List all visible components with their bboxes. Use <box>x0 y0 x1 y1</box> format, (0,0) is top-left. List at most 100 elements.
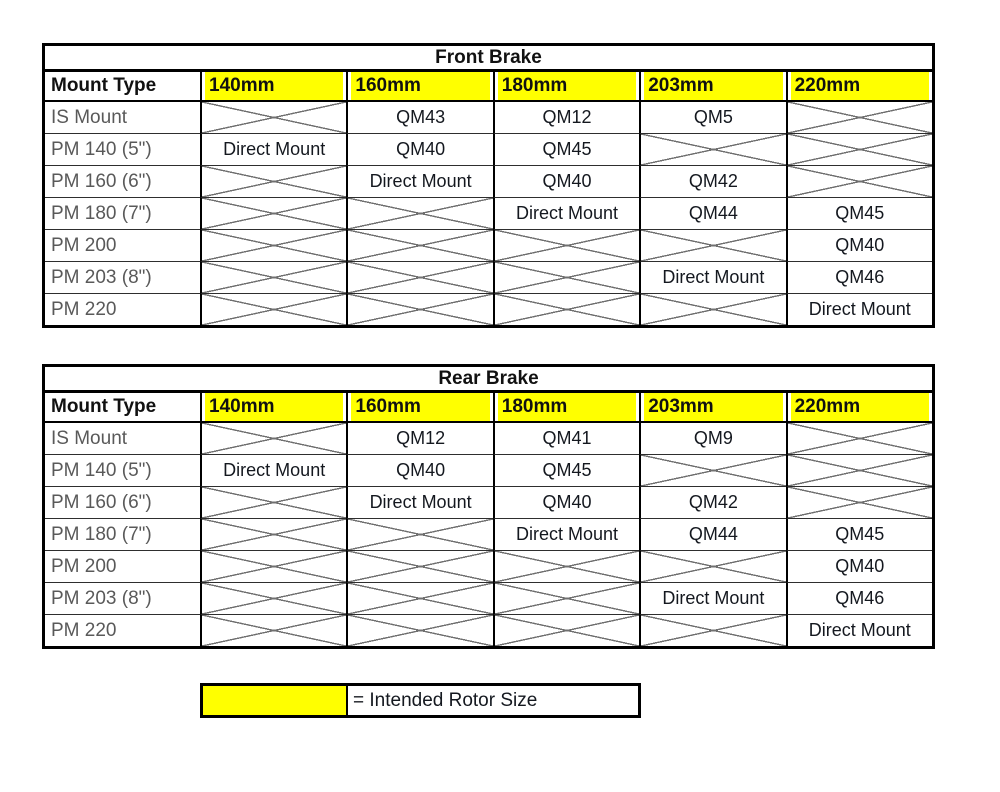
column-header-140mm: 140mm <box>200 393 347 423</box>
na-crossed-cell <box>346 551 493 583</box>
value-cell: QM40 <box>492 487 640 519</box>
column-header-180mm: 180mm <box>492 72 640 102</box>
na-crossed-cell <box>639 230 786 262</box>
value-cell: Direct Mount <box>785 615 932 646</box>
na-crossed-cell <box>785 455 932 487</box>
column-header-mount-type: Mount Type <box>45 393 200 423</box>
value-cell: QM40 <box>785 230 932 262</box>
column-header-220mm: 220mm <box>785 393 932 423</box>
na-crossed-cell <box>346 519 493 551</box>
value-cell: Direct Mount <box>492 519 640 551</box>
na-crossed-cell <box>492 615 640 646</box>
value-cell: QM42 <box>639 166 786 198</box>
na-crossed-cell <box>785 423 932 455</box>
yellow-highlight: 203mm <box>644 393 783 421</box>
row-label: PM 180 (7") <box>45 519 200 551</box>
column-header-203mm: 203mm <box>639 72 786 102</box>
row-label: IS Mount <box>45 102 200 134</box>
row-label: PM 220 <box>51 619 117 641</box>
front-brake-table: Front Brake Mount Type 140mm 160mm 180mm… <box>42 43 935 328</box>
legend-yellow-swatch <box>203 686 348 715</box>
row-label: PM 200 <box>45 551 200 583</box>
yellow-highlight: 203mm <box>644 72 783 100</box>
na-crossed-cell <box>200 102 347 134</box>
value-cell: QM42 <box>639 487 786 519</box>
column-header-160mm: 160mm <box>346 72 493 102</box>
value-cell: Direct Mount <box>200 455 347 487</box>
na-crossed-cell <box>785 102 932 134</box>
na-crossed-cell <box>200 487 347 519</box>
na-crossed-cell <box>492 583 640 615</box>
value-cell: QM40 <box>785 551 932 583</box>
column-header-220mm: 220mm <box>785 72 932 102</box>
column-header-140mm: 140mm <box>200 72 347 102</box>
column-header-160mm: 160mm <box>346 393 493 423</box>
na-crossed-cell <box>200 198 347 230</box>
na-crossed-cell <box>200 423 347 455</box>
value-cell: QM44 <box>639 198 786 230</box>
value-cell: QM12 <box>492 102 640 134</box>
na-crossed-cell <box>200 551 347 583</box>
yellow-highlight: 160mm <box>351 72 490 100</box>
front-table-grid: Mount Type 140mm 160mm 180mm 203mm 220mm… <box>45 72 932 325</box>
na-crossed-cell <box>639 294 786 325</box>
na-crossed-cell <box>785 134 932 166</box>
value-cell: QM41 <box>492 423 640 455</box>
na-crossed-cell <box>639 134 786 166</box>
row-label: PM 140 (5") <box>45 455 200 487</box>
yellow-highlight: 220mm <box>790 393 929 421</box>
value-cell: QM45 <box>785 519 932 551</box>
value-cell: QM40 <box>346 455 493 487</box>
value-cell: QM45 <box>492 455 640 487</box>
value-cell: Direct Mount <box>346 166 493 198</box>
row-label: PM 220 <box>51 298 117 320</box>
na-crossed-cell <box>346 615 493 646</box>
na-crossed-cell <box>346 294 493 325</box>
na-crossed-cell <box>200 615 347 646</box>
rear-table-grid: Mount Type 140mm 160mm 180mm 203mm 220mm… <box>45 393 932 646</box>
na-crossed-cell <box>346 583 493 615</box>
na-crossed-cell <box>200 519 347 551</box>
page: Front Brake Mount Type 140mm 160mm 180mm… <box>42 43 935 718</box>
rear-table-title: Rear Brake <box>45 367 932 393</box>
na-crossed-cell <box>200 262 347 294</box>
value-cell: Direct Mount <box>200 134 347 166</box>
column-header-mount-type: Mount Type <box>45 72 200 102</box>
na-crossed-cell <box>785 487 932 519</box>
yellow-highlight: 180mm <box>497 393 637 421</box>
column-header-180mm: 180mm <box>492 393 640 423</box>
legend-label: = Intended Rotor Size <box>353 689 538 711</box>
na-crossed-cell <box>346 198 493 230</box>
value-cell: QM9 <box>639 423 786 455</box>
value-cell: QM40 <box>346 134 493 166</box>
na-crossed-cell <box>785 166 932 198</box>
rear-brake-table: Rear Brake Mount Type 140mm 160mm 180mm … <box>42 364 935 649</box>
row-label: PM 180 (7") <box>45 198 200 230</box>
value-cell: QM45 <box>785 198 932 230</box>
front-table-title: Front Brake <box>45 46 932 72</box>
row-label: PM 203 (8") <box>45 262 200 294</box>
value-cell: Direct Mount <box>639 262 786 294</box>
row-label: PM 203 (8") <box>45 583 200 615</box>
row-label: PM 140 (5") <box>45 134 200 166</box>
na-crossed-cell <box>200 583 347 615</box>
na-crossed-cell <box>492 230 640 262</box>
value-cell: QM44 <box>639 519 786 551</box>
na-crossed-cell <box>639 551 786 583</box>
na-crossed-cell <box>492 294 640 325</box>
value-cell: Direct Mount <box>492 198 640 230</box>
yellow-highlight: 140mm <box>205 393 344 421</box>
na-crossed-cell <box>200 294 347 325</box>
na-crossed-cell <box>200 230 347 262</box>
value-cell: Direct Mount <box>346 487 493 519</box>
value-cell: QM43 <box>346 102 493 134</box>
yellow-highlight: 160mm <box>351 393 490 421</box>
legend: = Intended Rotor Size <box>200 683 641 718</box>
value-cell: QM12 <box>346 423 493 455</box>
na-crossed-cell <box>639 615 786 646</box>
row-label: IS Mount <box>45 423 200 455</box>
row-label: PM 160 (6") <box>45 487 200 519</box>
na-crossed-cell <box>200 166 347 198</box>
value-cell: Direct Mount <box>785 294 932 325</box>
value-cell: QM46 <box>785 583 932 615</box>
